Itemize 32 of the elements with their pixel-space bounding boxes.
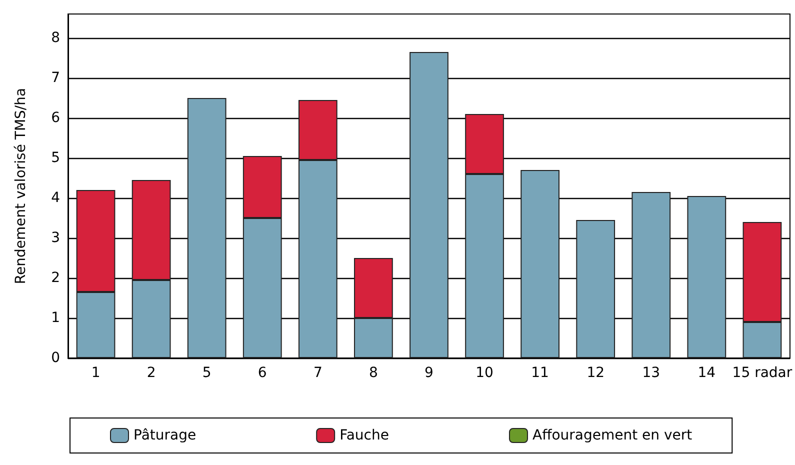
y-tick-label: 1 — [51, 310, 60, 326]
x-tick-label: 10 — [476, 365, 494, 381]
x-tick-label: 5 — [202, 365, 212, 381]
y-tick-label: 7 — [51, 70, 60, 86]
x-tick-label: 8 — [368, 365, 378, 381]
y-tick-label: 5 — [51, 150, 60, 166]
bar — [187, 98, 226, 358]
y-tick-label: 4 — [51, 190, 60, 206]
x-tick-label: 12 — [586, 365, 605, 381]
y-tick-label: 6 — [51, 110, 60, 126]
x-tick-label: 13 — [642, 365, 660, 381]
x-tick-label: 15 radar — [732, 365, 792, 381]
x-tick-label: 9 — [424, 365, 434, 381]
x-tick-label: 1 — [91, 365, 100, 381]
x-tick-label: 7 — [313, 365, 322, 381]
y-tick-label: 2 — [51, 270, 60, 286]
y-tick-label: 3 — [51, 230, 60, 246]
bar — [632, 192, 671, 358]
x-tick-label: 14 — [698, 365, 716, 381]
legend-label: Affouragement en vert — [532, 428, 693, 444]
legend-label: Pâturage — [134, 428, 196, 444]
y-tick-label: 0 — [51, 350, 60, 366]
x-tick-label: 6 — [258, 365, 267, 381]
x-tick-label: 2 — [146, 365, 156, 381]
bar — [520, 170, 560, 358]
y-axis-title: Rendement valorisé TMS/ha — [13, 88, 29, 284]
bar — [687, 196, 726, 358]
bar — [410, 52, 448, 358]
bar — [576, 220, 616, 358]
legend-label: Fauche — [340, 428, 389, 444]
x-tick-label: 11 — [531, 365, 549, 381]
y-tick-label: 8 — [51, 30, 60, 46]
